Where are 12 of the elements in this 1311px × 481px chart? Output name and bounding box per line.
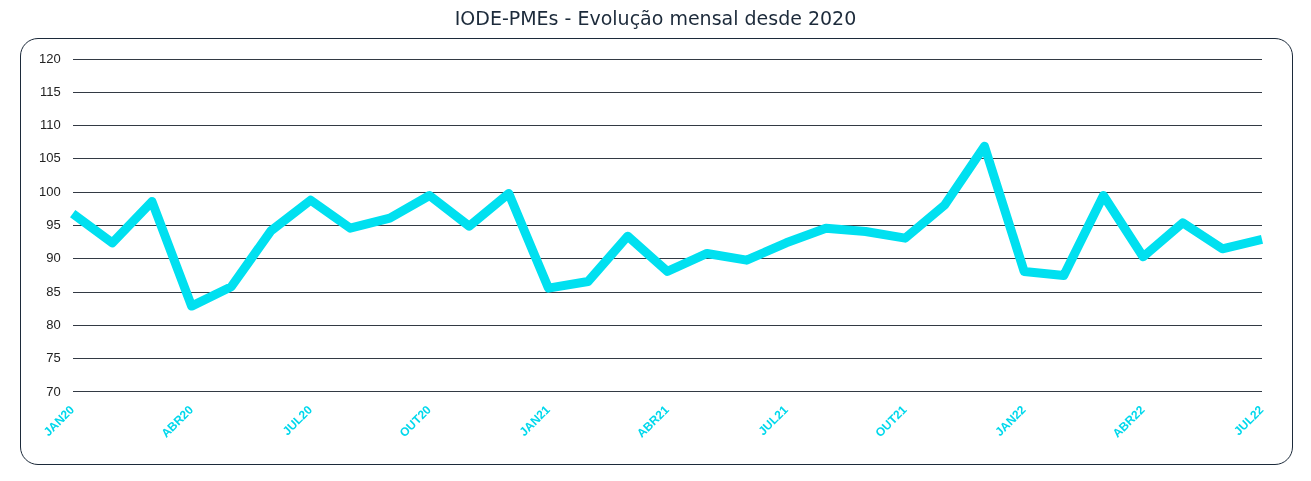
chart-title: IODE-PMEs - Evolução mensal desde 2020	[453, 7, 858, 31]
y-tick-label: 105	[38, 150, 61, 166]
y-tick-label: 70	[46, 383, 61, 399]
y-tick-label: 110	[39, 117, 61, 133]
y-tick-label: 115	[39, 83, 61, 99]
y-tick-label: 80	[46, 316, 61, 332]
y-tick-label: 120	[38, 50, 61, 66]
y-tick-label: 75	[46, 350, 61, 366]
y-tick-label: 100	[38, 183, 61, 199]
y-tick-label: 85	[46, 283, 61, 299]
y-tick-label: 90	[46, 250, 61, 266]
y-tick-label: 95	[46, 217, 61, 233]
